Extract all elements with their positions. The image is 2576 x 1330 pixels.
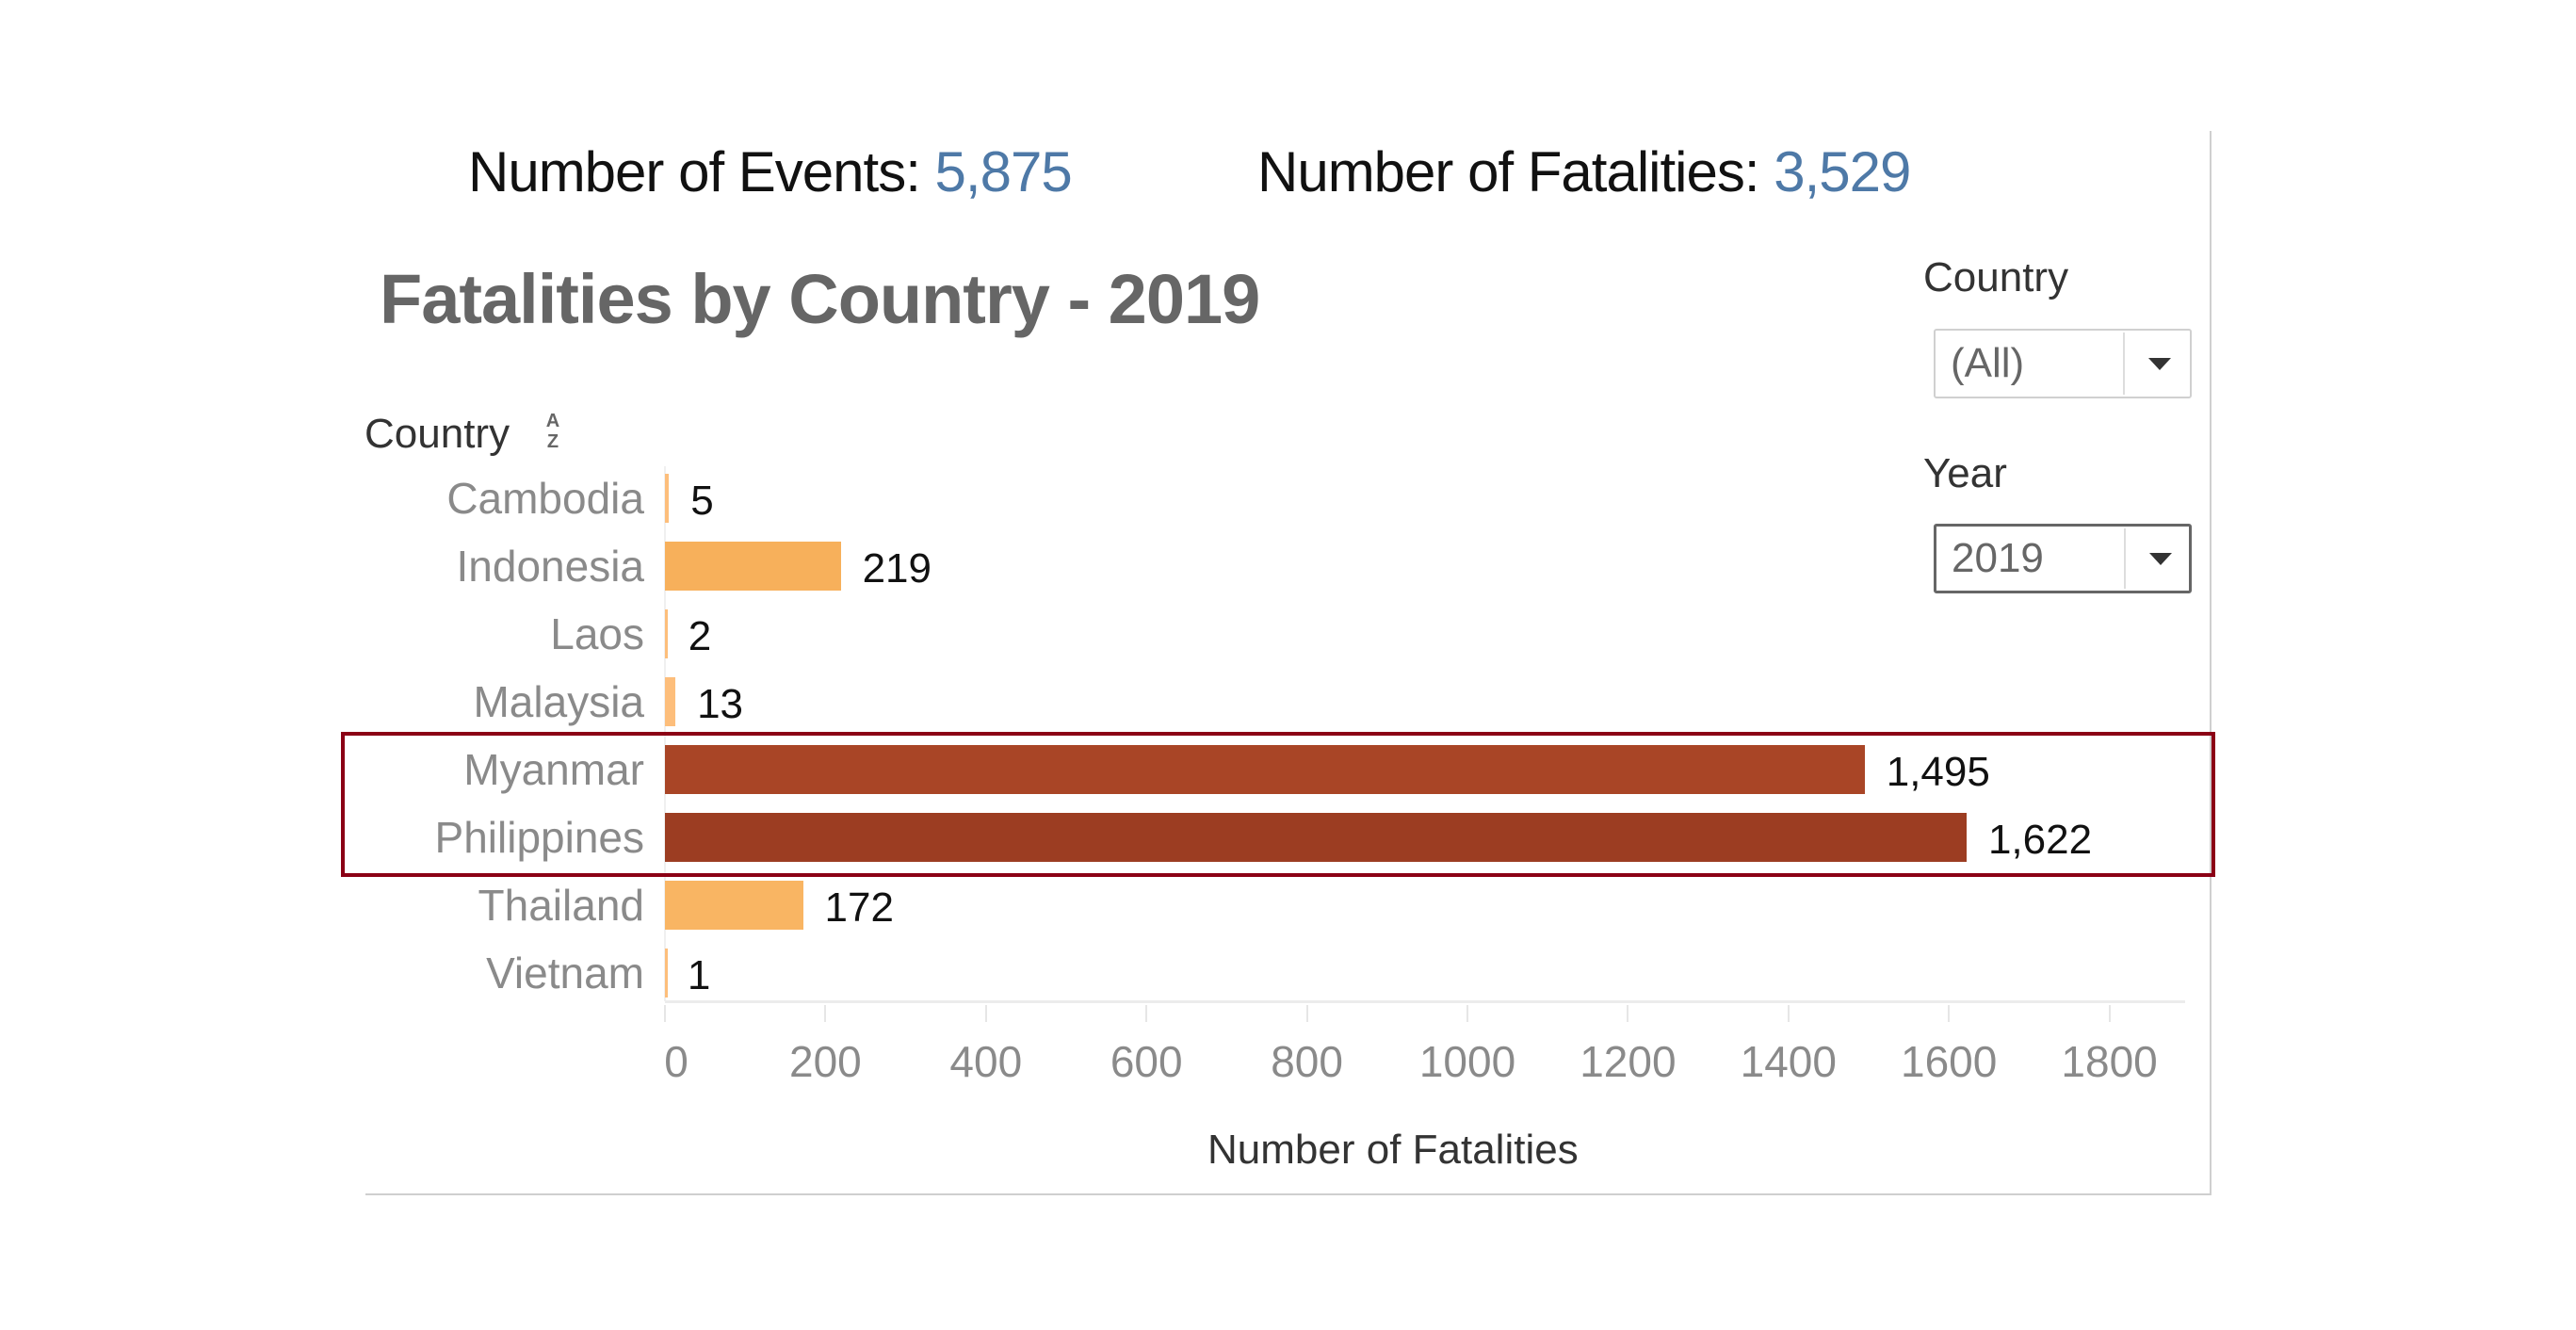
year-filter-value: 2019 [1952,535,2044,581]
x-tick-label: 400 [949,1037,1023,1086]
category-label: Thailand [478,881,644,930]
country-filter-value: (All) [1951,340,2025,386]
value-label: 5 [690,478,714,524]
value-label: 1 [687,952,711,998]
fatalities-kpi-label: Number of Fatalities: [1257,140,1760,203]
value-label: 13 [697,681,744,727]
bar-cambodia[interactable] [665,474,670,523]
x-tick-label: 1800 [2061,1037,2158,1086]
events-kpi-label: Number of Events: [468,140,921,203]
dropdown-divider [2123,332,2125,395]
chart-title: Fatalities by Country - 2019 [380,260,1260,338]
value-label: 219 [862,545,932,592]
x-tick-label: 0 [664,1037,689,1086]
sort-icon-top: A [545,411,560,431]
x-tick [824,1005,827,1022]
x-tick [984,1005,987,1022]
x-tick [1145,1005,1148,1022]
category-label: Cambodia [446,474,644,523]
country-column-header[interactable]: Country [365,411,510,457]
value-label: 2 [688,613,712,659]
bar-malaysia[interactable] [665,677,676,726]
dashboard-border-bottom [365,1193,2211,1195]
x-tick [2108,1005,2111,1022]
x-tick-label: 1000 [1418,1037,1516,1086]
chevron-down-icon[interactable] [2148,358,2171,370]
x-tick-label: 200 [789,1037,862,1086]
x-tick-label: 1200 [1580,1037,1677,1086]
bar-vietnam[interactable] [665,949,668,998]
x-tick [1627,1005,1629,1022]
category-label: Vietnam [486,949,644,998]
x-axis-title: Number of Fatalities [1207,1127,1579,1173]
highlight-box [341,732,2215,877]
value-label: 1,495 [1886,749,1990,795]
x-tick [1466,1005,1468,1022]
x-axis-line [665,1000,2185,1003]
x-tick [1787,1005,1790,1022]
year-filter-dropdown[interactable]: 2019 [1934,524,2192,593]
bar-laos[interactable] [665,609,668,658]
dropdown-divider [2124,528,2126,589]
bar-thailand[interactable] [665,881,803,930]
bar-myanmar[interactable] [665,745,1865,794]
x-tick [1948,1005,1951,1022]
category-label: Laos [550,609,644,658]
country-filter-dropdown[interactable]: (All) [1934,329,2192,398]
fatalities-kpi: Number of Fatalities: 3,529 [1257,139,1911,204]
value-label: 172 [824,884,894,931]
x-tick-label: 600 [1110,1037,1183,1086]
sort-icon-bottom: Z [546,431,559,452]
value-label: 1,622 [1987,817,2093,863]
category-label: Indonesia [456,542,645,591]
bar-philippines[interactable] [665,813,1967,862]
year-filter-label: Year [1923,450,2007,496]
country-filter-label: Country [1923,254,2069,300]
x-tick-label: 800 [1271,1037,1343,1086]
sort-alpha-icon[interactable]: A Z [543,411,563,452]
fatalities-kpi-value: 3,529 [1774,140,1911,203]
category-label: Myanmar [463,745,644,794]
dashboard-border-right [2210,131,2211,1195]
events-kpi: Number of Events: 5,875 [468,139,1073,204]
bar-indonesia[interactable] [665,542,841,591]
chevron-down-icon[interactable] [2149,553,2172,565]
category-label: Malaysia [473,677,644,726]
events-kpi-value: 5,875 [934,140,1073,203]
category-label: Philippines [434,813,644,862]
x-tick-label: 1400 [1740,1037,1837,1086]
x-tick-label: 1600 [1901,1037,1998,1086]
x-tick [664,1005,666,1022]
x-tick [1305,1005,1308,1022]
